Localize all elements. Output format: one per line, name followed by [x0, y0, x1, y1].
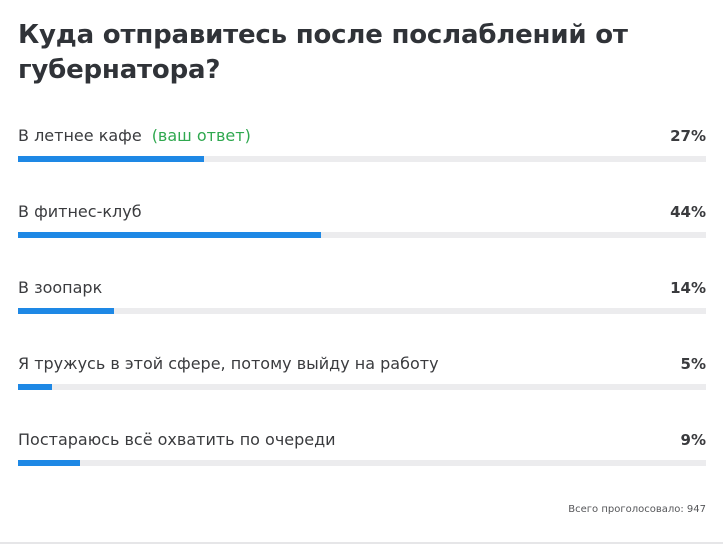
poll-option-summer-cafe: В летнее кафе (ваш ответ) 27% [18, 124, 706, 164]
result-bar-track [18, 460, 706, 466]
poll-option-label: Постараюсь всё охватить по очереди [18, 430, 336, 449]
poll-option-work: Я тружусь в этой сфере, потому выйду на … [18, 352, 706, 392]
poll-option-label: В фитнес-клуб [18, 202, 142, 221]
poll-widget: Куда отправитесь после послаблений от гу… [18, 0, 706, 542]
result-bar-track [18, 156, 706, 162]
divider [0, 542, 723, 544]
poll-option-everything: Постараюсь всё охватить по очереди 9% [18, 428, 706, 468]
poll-option-header: В летнее кафе (ваш ответ) 27% [18, 124, 706, 148]
poll-option-label: В летнее кафе (ваш ответ) [18, 126, 251, 146]
poll-option-percent: 27% [670, 127, 706, 145]
poll-option-fitness-club: В фитнес-клуб 44% [18, 200, 706, 240]
result-bar-fill [18, 308, 115, 314]
result-bar-track [18, 384, 706, 390]
poll-option-text: В летнее кафе [18, 126, 142, 145]
poll-option-label: В зоопарк [18, 278, 103, 297]
poll-option-header: В фитнес-клуб 44% [18, 200, 706, 224]
total-votes: Всего проголосовало: 947 [568, 504, 706, 515]
poll-option-percent: 5% [680, 355, 706, 373]
result-bar-track [18, 232, 706, 238]
poll-option-header: Я тружусь в этой сфере, потому выйду на … [18, 352, 706, 376]
poll-option-percent: 9% [680, 431, 706, 449]
poll-option-label: Я тружусь в этой сфере, потому выйду на … [18, 354, 439, 373]
result-bar-fill [18, 384, 53, 390]
poll-option-percent: 44% [670, 203, 706, 221]
result-bar-track [18, 308, 706, 314]
poll-option-percent: 14% [670, 279, 706, 297]
poll-title: Куда отправитесь после послаблений от гу… [18, 20, 628, 85]
result-bar-fill [18, 460, 80, 466]
your-answer-badge: (ваш ответ) [151, 126, 251, 145]
poll-option-header: В зоопарк 14% [18, 276, 706, 300]
poll-option-zoo: В зоопарк 14% [18, 276, 706, 316]
result-bar-fill [18, 156, 204, 162]
poll-option-header: Постараюсь всё охватить по очереди 9% [18, 428, 706, 452]
result-bar-fill [18, 232, 321, 238]
